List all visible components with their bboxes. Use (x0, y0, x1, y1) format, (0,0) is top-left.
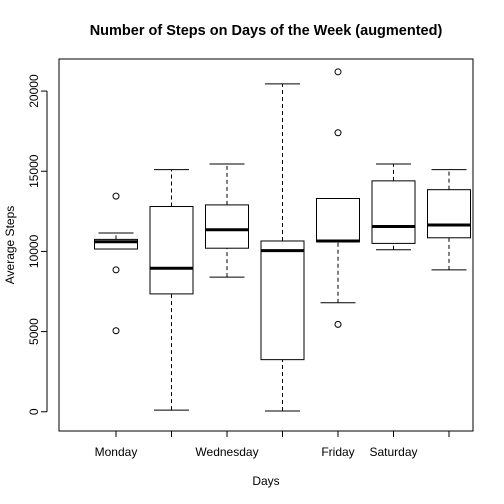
iqr-box (205, 204, 249, 249)
y-tick-label: 5000 (27, 318, 41, 345)
y-tick-label: 20000 (27, 74, 41, 108)
outlier-point (334, 68, 342, 76)
y-tick-label: 10000 (27, 234, 41, 268)
iqr-box (149, 206, 194, 295)
x-tick-label: Saturday (369, 445, 417, 459)
x-axis: Monday Wednesday Friday Saturday (95, 430, 450, 459)
iqr-box (260, 240, 305, 361)
y-tick-label: 0 (27, 408, 41, 415)
box-3 (205, 163, 249, 278)
outlier-point (112, 266, 120, 274)
y-axis-label: Average Steps (3, 206, 17, 285)
box-4 (260, 83, 305, 412)
box-7 (427, 169, 471, 271)
box-1 (94, 192, 138, 335)
x-tick-label: Wednesday (195, 445, 258, 459)
x-tick-label: Monday (95, 445, 138, 459)
outlier-point (112, 192, 120, 200)
box-6 (371, 163, 416, 251)
y-axis: 0 5000 10000 15000 20000 (27, 74, 48, 415)
outlier-point (334, 129, 342, 137)
chart-title: Number of Steps on Days of the Week (aug… (90, 23, 443, 39)
iqr-box (427, 189, 471, 239)
box-5 (316, 68, 360, 328)
y-tick-label: 15000 (27, 154, 41, 188)
iqr-box (94, 238, 138, 250)
x-tick-label: Friday (321, 445, 354, 459)
outlier-point (334, 320, 342, 328)
boxes-group (94, 68, 471, 412)
iqr-box (316, 198, 360, 243)
outlier-point (112, 327, 120, 335)
box-2 (149, 169, 194, 411)
x-axis-label: Days (252, 474, 279, 488)
iqr-box (371, 180, 416, 244)
